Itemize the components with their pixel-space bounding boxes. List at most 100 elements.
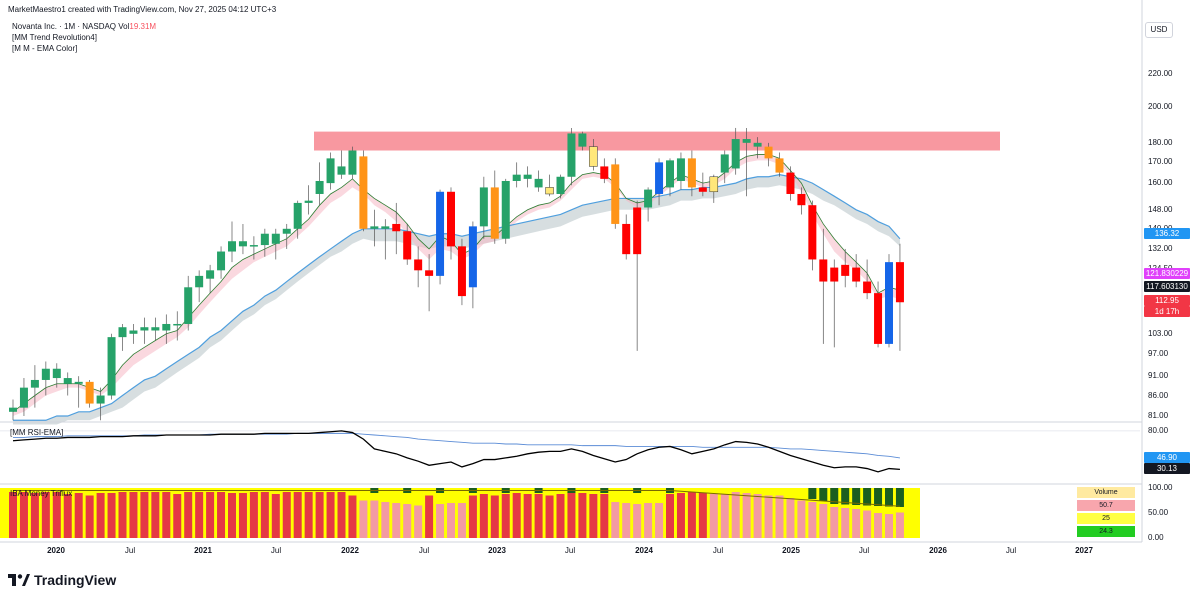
candle-body [523, 174, 532, 179]
candle-body [228, 241, 236, 252]
candle-body [85, 381, 94, 404]
candle [874, 281, 883, 348]
time-axis-label: 2026 [929, 546, 947, 555]
money-flux-pane [0, 488, 920, 538]
candle-body [874, 293, 883, 344]
flux-bar [797, 500, 806, 538]
candle-body [249, 245, 258, 247]
candle [151, 317, 160, 341]
candle-body [622, 223, 631, 255]
flux-axis-tick: 50.00 [1148, 508, 1169, 517]
price-axis-tick: 160.00 [1148, 178, 1173, 188]
candle-body [425, 270, 434, 276]
flux-green-bar [863, 488, 872, 506]
candle [370, 209, 379, 247]
candle [293, 200, 302, 239]
rsi-title[interactable]: [MM RSI-EMA] [10, 428, 64, 437]
volume-label: Vol [118, 22, 130, 31]
candle-body [687, 158, 696, 188]
candle-body [775, 158, 784, 173]
flux-bar [895, 512, 904, 538]
candle [85, 379, 94, 408]
flux-legend-item: 24.3 [1077, 526, 1135, 537]
candle [512, 162, 521, 188]
candle-body [392, 223, 401, 232]
flux-bar [184, 492, 193, 538]
candle-body [819, 259, 828, 282]
candle [447, 187, 455, 260]
indicator-label-1[interactable]: [MM Trend Revolution4] [12, 33, 97, 42]
flux-bar [808, 502, 817, 538]
time-axis-label: Jul [124, 546, 136, 555]
flux-bar [337, 492, 346, 538]
flux-green-bar [841, 488, 850, 505]
time-axis-label: Jul [712, 546, 724, 555]
candle [173, 311, 182, 341]
flux-axis-tick: 0.00 [1148, 533, 1164, 542]
price-axis-tick: 148.00 [1148, 204, 1173, 214]
candle [381, 219, 390, 260]
candle [140, 317, 149, 344]
price-tag: 112.95 [1144, 295, 1190, 306]
flux-bar [260, 492, 269, 538]
currency-button[interactable]: USD [1145, 22, 1173, 38]
candle-body [797, 193, 806, 206]
candle [655, 158, 664, 206]
candle [19, 378, 28, 416]
candle-body [162, 323, 171, 331]
rsi-tag: 46.90 [1144, 452, 1190, 463]
indicator-label-2[interactable]: [M M - EMA Color] [12, 44, 78, 53]
candle [731, 127, 740, 175]
time-axis-label: Jul [858, 546, 870, 555]
flux-bar [556, 494, 565, 538]
candle-body [490, 187, 499, 239]
candle-body [830, 267, 839, 282]
candle-body [720, 154, 729, 173]
price-axis-tick: 81.00 [1148, 411, 1169, 420]
candle [709, 174, 719, 203]
price-axis-tick: 180.00 [1148, 137, 1173, 147]
candle-body [600, 166, 609, 179]
candle [414, 246, 423, 288]
flux-axis-tick: 100.00 [1148, 483, 1173, 492]
candle-body [30, 379, 39, 388]
flux-bar [19, 492, 28, 538]
candle-body [633, 207, 642, 255]
candle [52, 363, 61, 388]
candle [698, 172, 707, 197]
candle-body [271, 233, 280, 244]
candle-body [479, 187, 488, 227]
flux-bar [490, 495, 499, 538]
flux-bar [753, 494, 762, 538]
rsi-line [12, 430, 900, 473]
flux-legend-item: 25 [1077, 513, 1135, 524]
candle-body [260, 233, 269, 246]
candle-body [786, 172, 795, 194]
time-axis-label: 2024 [635, 546, 653, 555]
flux-bar [195, 492, 204, 538]
price-tag: 1d 17h [1144, 306, 1190, 317]
candle-body [96, 395, 105, 404]
candle [9, 399, 17, 421]
candle-body [863, 281, 872, 294]
flux-bar [96, 493, 105, 538]
flux-bar [249, 492, 258, 538]
flux-bar [863, 510, 872, 538]
flux-bar [786, 498, 795, 538]
candle-body [808, 205, 817, 260]
candle-body [447, 191, 455, 247]
attribution-text: MarketMaestro1 created with TradingView.… [8, 5, 277, 14]
flux-bar [118, 492, 127, 538]
candle-body [184, 287, 193, 324]
candle-body [151, 327, 160, 331]
candle [885, 254, 893, 348]
candle [184, 275, 193, 331]
flux-bar [819, 504, 828, 538]
candle-body [852, 267, 861, 282]
flux-title[interactable]: IBA Money Triflux [10, 489, 73, 498]
candle-body [217, 251, 226, 271]
candle-body [359, 156, 368, 229]
flux-bar [162, 492, 171, 538]
time-axis-label: 2025 [782, 546, 800, 555]
